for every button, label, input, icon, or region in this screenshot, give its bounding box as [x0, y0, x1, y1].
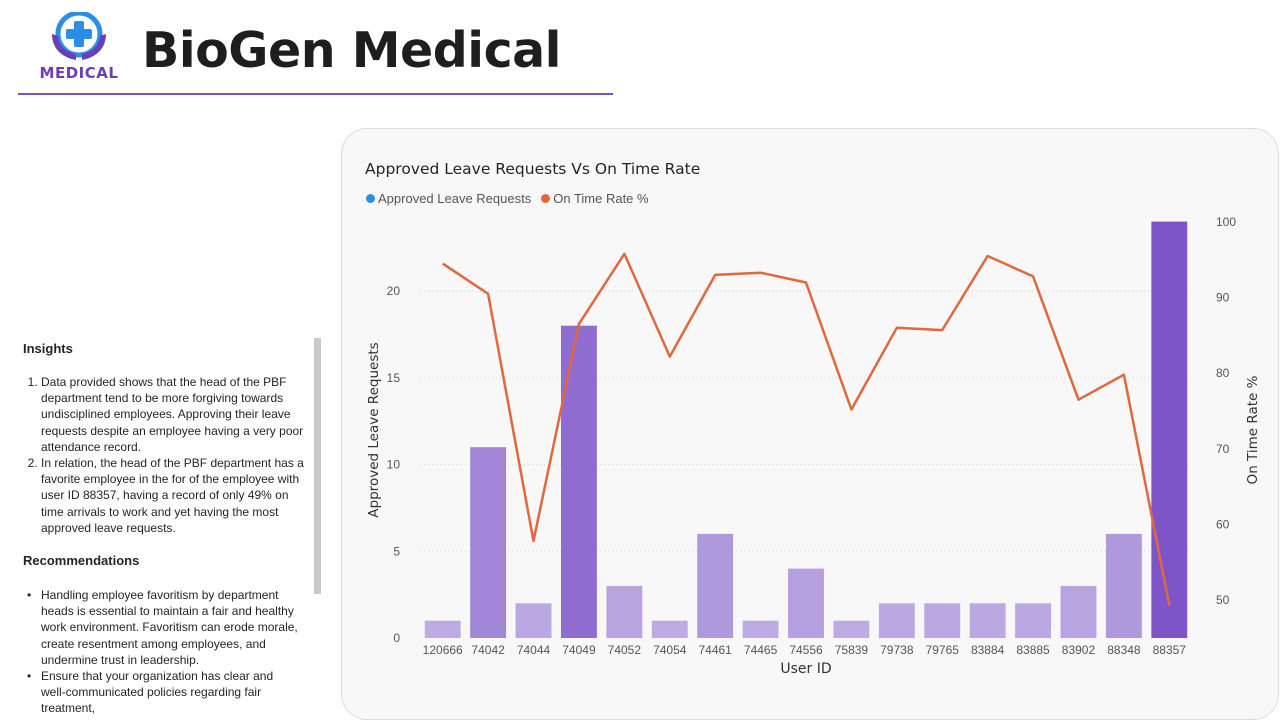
- header-divider: [18, 93, 613, 95]
- bar: [878, 603, 915, 638]
- y-tick-label: 20: [387, 284, 401, 298]
- bar: [606, 585, 643, 638]
- x-tick-label: 83902: [1062, 643, 1096, 657]
- x-tick-label: 79738: [880, 643, 914, 657]
- insights-panel[interactable]: Insights Data provided shows that the he…: [18, 338, 313, 720]
- legend-dot: [541, 194, 551, 203]
- x-tick-label: 74042: [471, 643, 505, 657]
- x-tick-label: 79765: [926, 643, 960, 657]
- x-axis-title: User ID: [780, 661, 831, 677]
- insights-heading: Insights: [23, 341, 73, 356]
- bar: [561, 325, 597, 638]
- x-tick-label: 74052: [608, 643, 642, 657]
- y2-tick-label: 70: [1216, 442, 1230, 456]
- legend-item-ontime[interactable]: On Time Rate %: [541, 191, 649, 206]
- bar: [1105, 533, 1142, 638]
- company-logo: MEDICAL: [36, 10, 122, 82]
- page-title: BioGen Medical: [142, 22, 561, 79]
- logo-text: MEDICAL: [39, 64, 119, 82]
- x-tick-label: 74465: [744, 643, 778, 657]
- y2-axis-title: On Time Rate %: [1245, 375, 1261, 484]
- bar: [833, 620, 870, 638]
- y-tick-label: 5: [393, 544, 400, 558]
- list-item: Data provided shows that the head of the…: [41, 374, 313, 455]
- y-axis-title: Approved Leave Requests: [366, 342, 382, 517]
- recommendations-list: Handling employee favoritism by departme…: [18, 587, 299, 717]
- bar: [697, 533, 734, 638]
- chart-title: Approved Leave Requests Vs On Time Rate: [365, 160, 701, 178]
- x-tick-label: 74054: [653, 643, 687, 657]
- y2-tick-label: 80: [1216, 366, 1230, 380]
- x-tick-label: 75839: [835, 643, 869, 657]
- x-tick-label: 74461: [698, 643, 732, 657]
- x-tick-label: 74049: [562, 643, 596, 657]
- x-tick-label: 74044: [517, 643, 551, 657]
- x-tick-label: 83884: [971, 643, 1005, 657]
- bar: [1015, 603, 1051, 638]
- bar: [1151, 221, 1188, 638]
- x-tick-label: 83885: [1016, 643, 1050, 657]
- legend-item-leave[interactable]: Approved Leave Requests: [366, 191, 531, 206]
- y-tick-label: 15: [387, 371, 401, 385]
- medical-cross-hands-icon: [52, 10, 106, 60]
- bar: [924, 603, 961, 638]
- list-item: In relation, the head of the PBF departm…: [41, 455, 313, 536]
- bar: [424, 620, 461, 638]
- y2-tick-label: 50: [1216, 593, 1230, 607]
- chart-legend: Approved Leave Requests On Time Rate %: [366, 191, 649, 206]
- x-tick-label: 88348: [1107, 643, 1141, 657]
- line-series-on-time-rate: [442, 252, 1171, 606]
- list-item: Ensure that your organization has clear …: [27, 668, 299, 717]
- y2-tick-label: 100: [1216, 215, 1236, 229]
- x-tick-label: 88357: [1153, 643, 1187, 657]
- bar: [470, 447, 507, 638]
- list-item: Handling employee favoritism by departme…: [27, 587, 299, 668]
- y-tick-label: 10: [387, 458, 401, 472]
- bar: [788, 568, 824, 638]
- x-tick-label: 74556: [789, 643, 823, 657]
- recommendations-heading: Recommendations: [23, 553, 140, 568]
- legend-label: On Time Rate %: [553, 191, 649, 206]
- legend-dot: [366, 194, 375, 203]
- bar: [969, 603, 1006, 638]
- y2-tick-label: 90: [1216, 291, 1230, 305]
- x-tick-label: 120666: [423, 643, 463, 657]
- bar: [651, 620, 688, 638]
- sidebar-scrollbar[interactable]: [314, 338, 321, 594]
- bar: [515, 603, 552, 638]
- bar: [1060, 585, 1097, 638]
- y2-tick-label: 60: [1216, 517, 1230, 531]
- bar: [742, 620, 779, 638]
- legend-label: Approved Leave Requests: [378, 191, 532, 206]
- y-tick-label: 0: [393, 631, 400, 645]
- insights-list: Data provided shows that the head of the…: [22, 374, 313, 536]
